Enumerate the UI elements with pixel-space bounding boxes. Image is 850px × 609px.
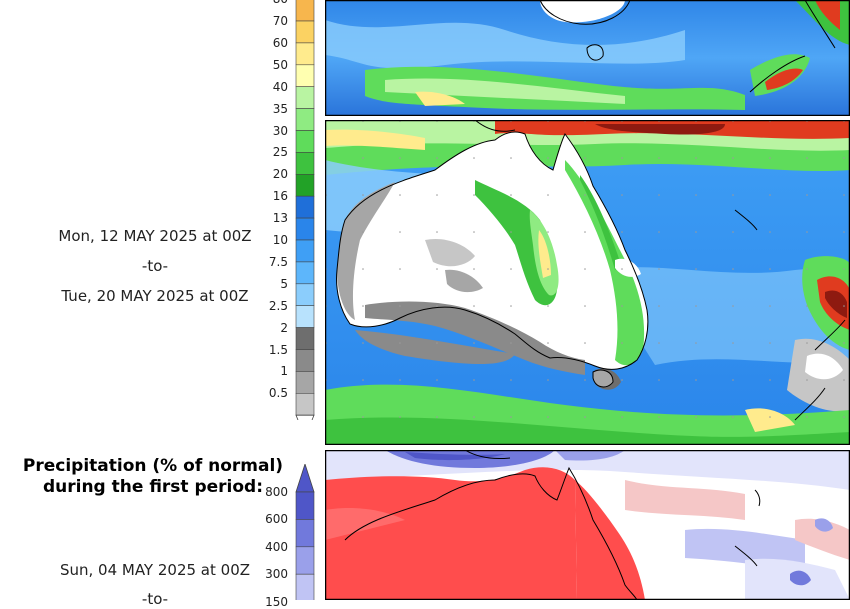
- precip-colorbar-swatch: [295, 108, 315, 131]
- precip-colorbar-swatch: [295, 217, 315, 241]
- precip-colorbar-tick-label: 2: [280, 320, 288, 335]
- precip-colorbar-swatch: [295, 130, 315, 153]
- precip-colorbar-tick-label: 30: [272, 123, 288, 138]
- precip-colorbar-tick-label: 13: [272, 211, 288, 226]
- precip-colorbar-swatch: [295, 392, 315, 416]
- anomaly-legend-title: Precipitation (% of normal) during the f…: [8, 456, 298, 498]
- map-panel-top: [325, 0, 850, 116]
- precip-colorbar-tick-label: 2.5: [268, 298, 288, 313]
- precip-colorbar-tick-label: 16: [272, 189, 288, 204]
- precip-colorbar-tick-label: 35: [272, 101, 288, 116]
- precip-colorbar-swatch: [295, 20, 315, 44]
- map-panel-anomaly: [325, 450, 850, 600]
- precip-colorbar-tick-label: 1.5: [268, 342, 288, 357]
- precip-colorbar-swatch: [295, 64, 315, 88]
- precip-colorbar: [295, 0, 315, 420]
- precip-colorbar-tick-label: 10: [272, 233, 288, 247]
- anomaly-colorbar-swatch: [295, 491, 315, 520]
- precip-colorbar-swatch: [295, 327, 315, 350]
- precip-colorbar-swatch: [295, 86, 315, 109]
- period-connector-text: -to-: [141, 257, 169, 275]
- anomaly-colorbar-swatch: [295, 519, 315, 548]
- precip-colorbar-swatch: [295, 239, 315, 263]
- precip-colorbar-swatch: [295, 174, 315, 197]
- map-panel-precip: [325, 120, 850, 445]
- precip-colorbar-tick-label: 1: [280, 364, 288, 379]
- precip-colorbar-tick-label: 25: [272, 145, 288, 160]
- anomaly-colorbar-tick-label: 300: [265, 567, 288, 582]
- precip-colorbar-swatch: [295, 152, 315, 175]
- anomaly-colorbar-tick-label: 400: [265, 539, 288, 554]
- second-period-start-text: Sun, 04 MAY 2025 at 00Z: [59, 561, 251, 579]
- anomaly-colorbar-swatch: [295, 546, 315, 575]
- anomaly-colorbar: [295, 464, 315, 600]
- precip-colorbar-tick-label: 20: [272, 167, 288, 182]
- anomaly-legend-title-line2: during the first period:: [42, 477, 264, 497]
- precip-colorbar-swatch: [295, 371, 315, 394]
- precip-colorbar-tick-label: 50: [272, 57, 288, 72]
- anomaly-legend-title-line1: Precipitation (% of normal): [22, 456, 284, 476]
- precip-colorbar-swatch: [295, 42, 315, 66]
- precip-colorbar-swatch: [295, 349, 315, 372]
- precip-colorbar-tick-label: 5: [280, 276, 288, 291]
- precip-colorbar-tick-label: 7.5: [268, 254, 288, 269]
- anomaly-colorbar-tick-label: 800: [265, 485, 288, 499]
- anomaly-colorbar-end-arrow: [295, 464, 315, 493]
- precip-colorbar-end-arrow: [295, 414, 315, 420]
- precip-colorbar-swatch: [295, 195, 315, 219]
- precip-colorbar-swatch: [295, 283, 315, 306]
- precip-colorbar-tick-label: 40: [272, 79, 288, 94]
- precip-colorbar-tick-label: 70: [272, 14, 288, 28]
- precip-colorbar-tick-label: 60: [272, 35, 288, 50]
- precip-colorbar-tick-label: 0.5: [268, 386, 288, 401]
- second-period-connector-text: -to-: [141, 590, 169, 608]
- precip-colorbar-swatch: [295, 0, 315, 22]
- period-end-text: Tue, 20 MAY 2025 at 00Z: [61, 287, 249, 305]
- precip-colorbar-tick-label: 80: [248, 0, 288, 6]
- anomaly-colorbar-tick-label: 600: [265, 512, 288, 527]
- period-start-text: Mon, 12 MAY 2025 at 00Z: [58, 227, 252, 245]
- anomaly-colorbar-swatch: [295, 573, 315, 600]
- precip-colorbar-swatch: [295, 305, 315, 328]
- precip-colorbar-swatch: [295, 261, 315, 285]
